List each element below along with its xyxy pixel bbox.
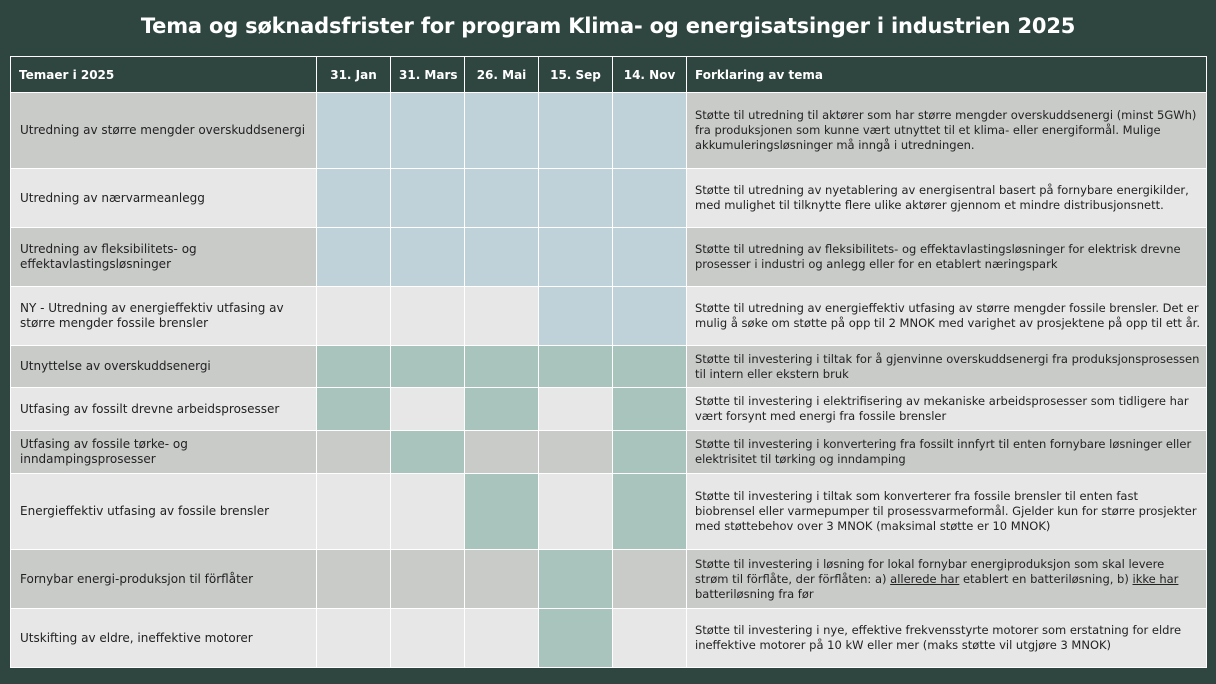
- header-forklaring: Forklaring av tema: [686, 56, 1207, 93]
- underlined-text: ikke har: [1132, 571, 1179, 586]
- deadline-cell: [612, 549, 687, 609]
- deadline-cell-marked: [316, 387, 391, 431]
- table-row: Utredning av fleksibilitets- og effektav…: [10, 227, 1207, 287]
- row-forklaring: Støtte til utredning til aktører som har…: [686, 92, 1207, 169]
- deadline-cell-marked: [612, 430, 687, 474]
- deadline-cell-marked: [538, 168, 613, 228]
- table-row: Utfasing av fossilt drevne arbeidsproses…: [10, 387, 1207, 431]
- deadline-cell-marked: [464, 92, 539, 169]
- deadline-cell-marked: [612, 286, 687, 346]
- table-header-row: Temaer i 2025 31. Jan 31. Mars 26. Mai 1…: [10, 56, 1207, 93]
- deadline-cell-marked: [390, 345, 465, 388]
- deadline-cell-marked: [390, 168, 465, 228]
- header-date: 15. Sep: [538, 56, 613, 93]
- forklaring-text: Støtte til investering i løsning for lok…: [695, 556, 1165, 586]
- row-forklaring: Støtte til utredning av fleksibilitets- …: [686, 227, 1207, 287]
- deadline-cell: [316, 473, 391, 550]
- header-date: 14. Nov: [612, 56, 687, 93]
- deadline-cell: [390, 286, 465, 346]
- deadline-cell-marked: [612, 345, 687, 388]
- underlined-text: allerede har: [890, 571, 960, 586]
- deadline-cell: [538, 473, 613, 550]
- deadline-cell-marked: [612, 227, 687, 287]
- table-row: Energieffektiv utfasing av fossile brens…: [10, 473, 1207, 550]
- deadline-cell-marked: [464, 473, 539, 550]
- deadline-cell-marked: [316, 168, 391, 228]
- header-tema: Temaer i 2025: [10, 56, 317, 93]
- deadline-cell-marked: [464, 345, 539, 388]
- deadline-cell: [612, 608, 687, 668]
- deadline-cell-marked: [612, 168, 687, 228]
- deadline-cell: [464, 608, 539, 668]
- deadline-cell-marked: [538, 345, 613, 388]
- header-date: 26. Mai: [464, 56, 539, 93]
- deadline-cell: [538, 387, 613, 431]
- row-tema: Utskifting av eldre, ineffektive motorer: [10, 608, 317, 668]
- row-forklaring: Støtte til investering i løsning for lok…: [686, 549, 1207, 609]
- deadline-cell-marked: [316, 345, 391, 388]
- row-forklaring: Støtte til investering i tiltak som konv…: [686, 473, 1207, 550]
- table-row: Fornybar energi-produksjon til förflåter…: [10, 549, 1207, 609]
- row-forklaring: Støtte til investering i elektrifisering…: [686, 387, 1207, 431]
- deadline-cell-marked: [316, 227, 391, 287]
- row-forklaring: Støtte til investering i nye, effektive …: [686, 608, 1207, 668]
- table-row: Utskifting av eldre, ineffektive motorer…: [10, 608, 1207, 668]
- deadline-cell: [316, 286, 391, 346]
- forklaring-text: batteriløsning fra før: [695, 586, 814, 601]
- deadline-cell: [390, 549, 465, 609]
- deadline-cell: [464, 430, 539, 474]
- deadline-table: Temaer i 2025 31. Jan 31. Mars 26. Mai 1…: [10, 56, 1207, 668]
- deadline-cell-marked: [316, 92, 391, 169]
- header-date: 31. Jan: [316, 56, 391, 93]
- deadline-cell: [316, 430, 391, 474]
- row-tema: Utfasing av fossilt drevne arbeidsproses…: [10, 387, 317, 431]
- deadline-cell-marked: [612, 92, 687, 169]
- table-row: Utnyttelse av overskuddsenergi Støtte ti…: [10, 345, 1207, 388]
- deadline-cell: [538, 430, 613, 474]
- deadline-cell-marked: [538, 549, 613, 609]
- table-row: Utfasing av fossile tørke- og inndamping…: [10, 430, 1207, 474]
- deadline-cell: [390, 387, 465, 431]
- row-tema: Utredning av større mengder overskuddsen…: [10, 92, 317, 169]
- deadline-cell-marked: [464, 387, 539, 431]
- deadline-cell: [316, 608, 391, 668]
- row-tema: Utredning av nærvarmeanlegg: [10, 168, 317, 228]
- deadline-cell-marked: [464, 227, 539, 287]
- row-tema: NY - Utredning av energieffektiv utfasin…: [10, 286, 317, 346]
- page-title: Tema og søknadsfrister for program Klima…: [140, 14, 1076, 38]
- row-forklaring: Støtte til utredning av nyetablering av …: [686, 168, 1207, 228]
- deadline-cell: [390, 473, 465, 550]
- deadline-cell: [464, 549, 539, 609]
- row-tema: Utredning av fleksibilitets- og effektav…: [10, 227, 317, 287]
- deadline-cell-marked: [538, 608, 613, 668]
- deadline-cell-marked: [612, 473, 687, 550]
- table-row: NY - Utredning av energieffektiv utfasin…: [10, 286, 1207, 346]
- row-forklaring: Støtte til utredning av energieffektiv u…: [686, 286, 1207, 346]
- forklaring-text: etablert en batteriløsning, b): [959, 571, 1133, 586]
- table-row: Utredning av nærvarmeanlegg Støtte til u…: [10, 168, 1207, 228]
- table-row: Utredning av større mengder overskuddsen…: [10, 92, 1207, 169]
- deadline-cell: [390, 608, 465, 668]
- row-tema: Utfasing av fossile tørke- og inndamping…: [10, 430, 317, 474]
- deadline-cell-marked: [390, 227, 465, 287]
- row-forklaring: Støtte til investering i tiltak for å gj…: [686, 345, 1207, 388]
- row-tema: Fornybar energi-produksjon til förflåter: [10, 549, 317, 609]
- deadline-cell-marked: [464, 168, 539, 228]
- deadline-cell-marked: [390, 92, 465, 169]
- deadline-cell: [316, 549, 391, 609]
- deadline-cell-marked: [612, 387, 687, 431]
- deadline-cell-marked: [538, 286, 613, 346]
- row-tema: Utnyttelse av overskuddsenergi: [10, 345, 317, 388]
- deadline-cell-marked: [538, 227, 613, 287]
- row-tema: Energieffektiv utfasing av fossile brens…: [10, 473, 317, 550]
- header-date: 31. Mars: [390, 56, 465, 93]
- deadline-cell-marked: [538, 92, 613, 169]
- deadline-cell: [464, 286, 539, 346]
- row-forklaring: Støtte til investering i konvertering fr…: [686, 430, 1207, 474]
- deadline-cell-marked: [390, 430, 465, 474]
